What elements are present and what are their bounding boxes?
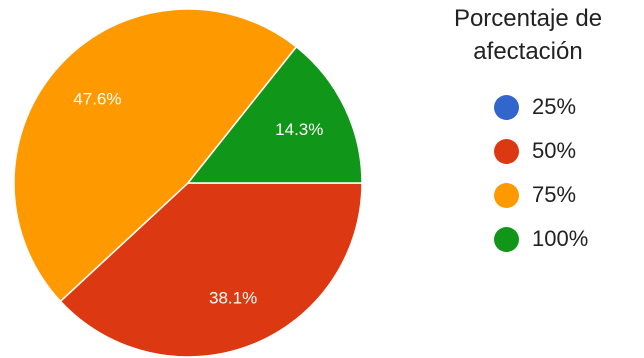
legend-title-line-1: Porcentaje de (453, 5, 603, 32)
pie-slice-50[interactable] (59, 182, 363, 358)
pie-slice-75[interactable] (13, 8, 298, 303)
legend-label-25: 25% (532, 94, 577, 119)
legend-item-75[interactable]: 75% (494, 178, 588, 212)
pie-slice-label-75: 47.6% (73, 90, 121, 109)
legend-marker-25 (494, 94, 519, 120)
legend-marker-100 (494, 226, 519, 252)
legend-label-75: 75% (532, 182, 577, 207)
legend-marker-50 (494, 138, 519, 164)
pie-slices (13, 8, 363, 358)
pie-slice-label-50: 38.1% (209, 289, 257, 308)
legend-item-100[interactable]: 100% (494, 222, 588, 256)
legend-item-25[interactable]: 25% (494, 90, 588, 124)
legend-label-100: 100% (532, 226, 589, 251)
pie-slice-label-100: 14.3% (275, 120, 323, 139)
legend-item-50[interactable]: 50% (494, 134, 588, 168)
legend-marker-75 (494, 182, 519, 208)
legend-label-50: 50% (532, 138, 577, 163)
legend-title: Porcentaje de afectación (412, 2, 644, 68)
legend-title-line-2: afectación (473, 38, 583, 65)
legend: 25% 50% 75% 100% (494, 90, 588, 266)
pie-slice-labels: 38.1% 47.6% 14.3% (73, 90, 323, 308)
pie-slice-100[interactable] (186, 45, 363, 184)
